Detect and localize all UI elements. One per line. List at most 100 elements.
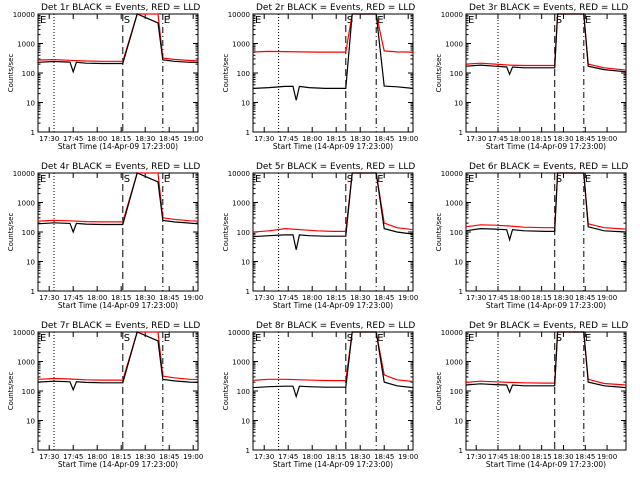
panel-6-end-marker: E bbox=[585, 174, 591, 185]
panel-5-ytick-label: 1000 bbox=[232, 200, 250, 208]
panel-7-xtick-label: 18:30 bbox=[135, 453, 155, 461]
panel-9-xlabel: Start Time (14-Apr-09 17:23:00) bbox=[486, 460, 606, 469]
panel-9-series-lld bbox=[465, 331, 627, 386]
panel-9-ytick-label: 100 bbox=[450, 388, 463, 396]
panel-3-ytick-label: 100 bbox=[450, 70, 463, 78]
panel-3-ytick-label: 10 bbox=[454, 100, 463, 108]
panel-1-ytick-label: 10 bbox=[26, 100, 35, 108]
panel-6-ytick-label: 1000 bbox=[445, 200, 463, 208]
panel-7-series-events bbox=[37, 331, 199, 392]
panel-7-xtick-label: 18:15 bbox=[111, 453, 131, 461]
panel-9-xtick-label: 17:45 bbox=[488, 453, 508, 461]
panel-1-xtick-label: 18:30 bbox=[135, 135, 155, 143]
panel-4-xtick-label: 19:00 bbox=[183, 294, 203, 302]
panel-4-xlabel: Start Time (14-Apr-09 17:23:00) bbox=[58, 301, 178, 310]
panel-4-start-marker: S bbox=[124, 174, 130, 185]
panel-1-ytick-label: 1 bbox=[31, 129, 35, 137]
panel-6-ytick-label: 1 bbox=[459, 288, 463, 296]
panel-6-ytick-label: 10000 bbox=[441, 170, 463, 178]
panel-6-end-marker-left: E bbox=[468, 174, 474, 185]
panel-8-end-marker-left: E bbox=[255, 333, 261, 344]
panel-6-series-lld bbox=[465, 172, 627, 230]
panel-2-series-events bbox=[252, 13, 414, 101]
panel-8-ytick-label: 100 bbox=[237, 388, 250, 396]
panel-3-xlabel: Start Time (14-Apr-09 17:23:00) bbox=[486, 142, 606, 151]
panel-1-ytick-label: 10000 bbox=[13, 11, 35, 19]
panel-5-title: Det 5r BLACK = Events, RED = LLD bbox=[256, 162, 415, 172]
panel-8-ytick-label: 10 bbox=[241, 418, 250, 426]
panel-9-end-marker-left: E bbox=[468, 333, 474, 344]
panel-4-xtick-label: 18:30 bbox=[135, 294, 155, 302]
panel-4-series-lld bbox=[37, 172, 199, 223]
panel-5-series-lld bbox=[252, 172, 414, 233]
panel-8-ytick-label: 1 bbox=[246, 447, 250, 455]
panel-5-ytick-label: 1 bbox=[246, 288, 250, 296]
panel-5-ylabel: Counts/sec bbox=[222, 213, 230, 252]
panel-7-series-lld bbox=[37, 331, 199, 381]
panel-2-frame bbox=[252, 13, 414, 133]
panel-7-xtick-label: 18:00 bbox=[87, 453, 107, 461]
panel-9-end-marker: E bbox=[585, 333, 591, 344]
panel-9-xtick-label: 18:30 bbox=[553, 453, 573, 461]
panel-2-ytick-label: 100 bbox=[237, 70, 250, 78]
panel-6-xlabel: Start Time (14-Apr-09 17:23:00) bbox=[486, 301, 606, 310]
panel-8-end-marker: E bbox=[377, 333, 383, 344]
panel-8-xtick-label: 19:00 bbox=[398, 453, 418, 461]
panel-2-xtick-label: 18:15 bbox=[326, 135, 346, 143]
panel-9-xtick-label: 18:00 bbox=[510, 453, 530, 461]
panel-9-ytick-label: 1000 bbox=[445, 359, 463, 367]
panel-8-frame bbox=[252, 331, 414, 451]
panel-5-xtick-label: 19:00 bbox=[398, 294, 418, 302]
panel-4-title: Det 4r BLACK = Events, RED = LLD bbox=[41, 162, 200, 172]
panel-9-ytick-label: 10000 bbox=[441, 329, 463, 337]
panel-8-xtick-label: 17:45 bbox=[278, 453, 298, 461]
panel-4-xtick-label: 18:15 bbox=[111, 294, 131, 302]
panel-4-end-marker: E bbox=[164, 174, 170, 185]
panel-6-xtick-label: 18:00 bbox=[510, 294, 530, 302]
panel-6-ytick-label: 10 bbox=[454, 259, 463, 267]
panel-6-xtick-label: 18:30 bbox=[553, 294, 573, 302]
panel-4-xtick-label: 18:45 bbox=[159, 294, 179, 302]
panel-5-ytick-label: 10 bbox=[241, 259, 250, 267]
panel-7-start-marker: S bbox=[124, 333, 130, 344]
panel-6-title: Det 6r BLACK = Events, RED = LLD bbox=[469, 162, 628, 172]
panel-5-xtick-label: 18:00 bbox=[302, 294, 322, 302]
panel-6-xtick-label: 18:45 bbox=[575, 294, 595, 302]
panel-8-xtick-label: 17:30 bbox=[254, 453, 274, 461]
panel-4-end-marker-left: E bbox=[40, 174, 46, 185]
panel-3-end-marker: E bbox=[585, 15, 591, 26]
panel-3-xtick-label: 19:00 bbox=[597, 135, 617, 143]
panel-4-xtick-label: 17:45 bbox=[63, 294, 83, 302]
panel-7-frame bbox=[37, 331, 199, 451]
panel-9-title: Det 9r BLACK = Events, RED = LLD bbox=[469, 321, 628, 331]
panel-4-xtick-label: 17:30 bbox=[39, 294, 59, 302]
panel-9-frame bbox=[465, 331, 627, 451]
panel-2-xtick-label: 19:00 bbox=[398, 135, 418, 143]
panel-6-xtick-label: 18:15 bbox=[532, 294, 552, 302]
panel-8-ylabel: Counts/sec bbox=[222, 372, 230, 411]
panel-8-ytick-label: 1000 bbox=[232, 359, 250, 367]
panel-4-frame bbox=[37, 172, 199, 292]
panel-8-start-marker: S bbox=[347, 333, 353, 344]
panel-2-end-marker: E bbox=[377, 15, 383, 26]
panel-3-title: Det 3r BLACK = Events, RED = LLD bbox=[469, 3, 628, 13]
panel-8-title: Det 8r BLACK = Events, RED = LLD bbox=[256, 321, 415, 331]
panel-3-xtick-label: 18:00 bbox=[510, 135, 530, 143]
panel-2-xlabel: Start Time (14-Apr-09 17:23:00) bbox=[273, 142, 393, 151]
panel-5-end-marker-left: E bbox=[255, 174, 261, 185]
panel-5-xtick-label: 17:45 bbox=[278, 294, 298, 302]
panel-4-ytick-label: 100 bbox=[22, 229, 35, 237]
panel-3-xtick-label: 18:15 bbox=[532, 135, 552, 143]
panel-1-xlabel: Start Time (14-Apr-09 17:23:00) bbox=[58, 142, 178, 151]
panel-4-xtick-label: 18:00 bbox=[87, 294, 107, 302]
panel-3-xtick-label: 17:45 bbox=[488, 135, 508, 143]
panel-8-ytick-label: 10000 bbox=[228, 329, 250, 337]
panel-5-end-marker: E bbox=[377, 174, 383, 185]
panel-9-series-events bbox=[465, 331, 627, 394]
panel-7-xtick-label: 17:45 bbox=[63, 453, 83, 461]
panel-2-xtick-label: 18:45 bbox=[374, 135, 394, 143]
panel-2-xtick-label: 18:00 bbox=[302, 135, 322, 143]
panel-3-end-marker-left: E bbox=[468, 15, 474, 26]
panel-5-start-marker: S bbox=[347, 174, 353, 185]
